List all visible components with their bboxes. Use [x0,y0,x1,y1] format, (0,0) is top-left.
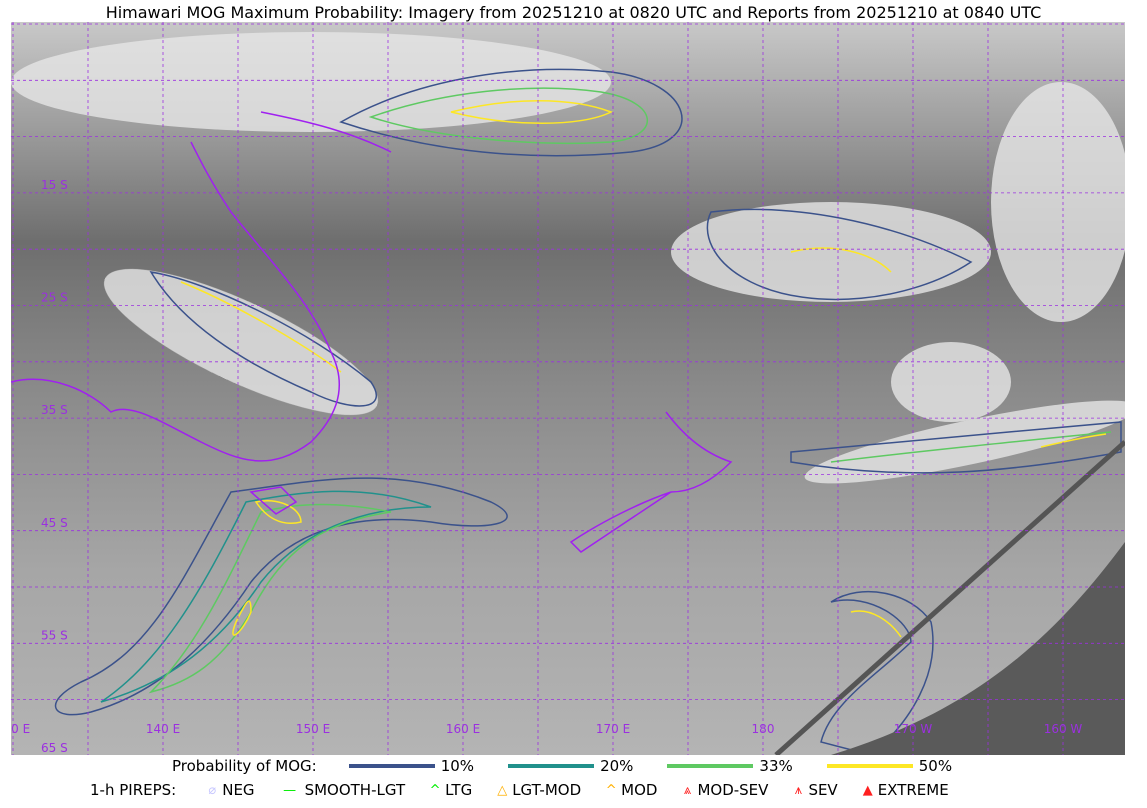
pirep-label: EXTREME [877,781,949,799]
pirep-label: MOD [621,781,658,799]
terminator-line [774,440,1125,755]
map-title: Himawari MOG Maximum Probability: Imager… [105,3,1042,22]
contour-50-east [1040,433,1107,448]
lon-label: 180 [752,722,775,736]
pireps-legend: 1-h PIREPS: ⌀ NEG — SMOOTH-LGT ^ LTG △ LGT-MOD ^… [0,781,1147,799]
lon-label: 160 W [1044,722,1083,736]
probability-legend-title: Probability of MOG: [172,757,317,775]
caret-bar-icon: △ [497,782,508,798]
probability-levels: 10% 20% 33% 50% [348,757,986,775]
probability-legend: Probability of MOG: 10% 20% 33% 50% [0,757,1147,775]
contour-50-south [850,610,902,638]
lat-label: 45 S [41,516,68,530]
lon-label: 160 E [446,722,480,736]
tasmania-coast [249,486,298,515]
pirep-categories: ⌀ NEG — SMOOTH-LGT ^ LTG △ LGT-MOD ^ MOD ⩓ MOD-SEV ⩚… [204,781,970,799]
nz-north-coast [665,411,733,493]
pirep-label: SEV [808,781,838,799]
level-label: 20% [600,757,634,775]
contour-50-tasman [180,281,342,373]
level-label: 10% [440,757,475,775]
pirep-label: MOD-SEV [697,781,769,799]
pirep-label: NEG [222,781,255,799]
contour-50-north [450,100,613,124]
contour-33-east [830,431,1112,463]
contour-10-east [790,421,1122,474]
level-swatch [826,764,913,768]
slashed-circle-icon: ⌀ [208,782,217,798]
no-data-region [831,542,1125,755]
contour-20 [100,490,432,703]
nz-south-coast [569,491,672,553]
coastlines [11,111,733,553]
double-caret-icon: ⩚ [794,782,803,798]
pireps-legend-title: 1-h PIREPS: [90,781,177,799]
lon-label: 150 E [296,722,330,736]
lon-label: 140 E [146,722,180,736]
lat-label: 35 S [41,403,68,417]
contour-10 [54,477,508,716]
level-label: 33% [759,757,793,775]
satellite-map: 15 S 25 S 35 S 45 S 55 S 65 S 130 E 140 E 150 E 1… [11,22,1125,755]
lon-label: 130 E [11,722,30,736]
caret-icon: ^ [429,782,441,798]
level-swatch [508,764,595,768]
png-coast [260,111,392,153]
lon-label: 170 E [596,722,630,736]
level-label: 50% [918,757,953,775]
filled-triangle-icon: ▲ [862,782,873,798]
lat-label: 25 S [41,291,68,305]
dash-icon: — [283,782,297,798]
pirep-label: LTG [445,781,473,799]
lat-label: 65 S [41,741,68,755]
pirep-label: LGT-MOD [512,781,582,799]
australia-coast [11,141,340,462]
mog-contours [54,68,1122,755]
lon-label: 170 W [894,722,933,736]
pirep-label: SMOOTH-LGT [304,781,406,799]
lat-lon-grid [11,22,1125,755]
cloud-bands [11,32,1125,484]
level-swatch [667,764,754,768]
double-caret-bar-icon: ⩓ [683,782,692,798]
lat-label: 15 S [41,178,68,192]
caret-icon: ^ [605,782,617,798]
contour-10-tasman [149,270,378,407]
contour-10-north [339,68,683,157]
contour-50b [232,600,252,636]
lat-label: 55 S [41,628,68,642]
level-swatch [348,764,435,768]
contour-33-north [368,87,649,145]
grid-labels: 15 S 25 S 35 S 45 S 55 S 65 S 130 E 140 E 150 E 1… [11,178,1082,755]
contour-50 [254,500,302,524]
